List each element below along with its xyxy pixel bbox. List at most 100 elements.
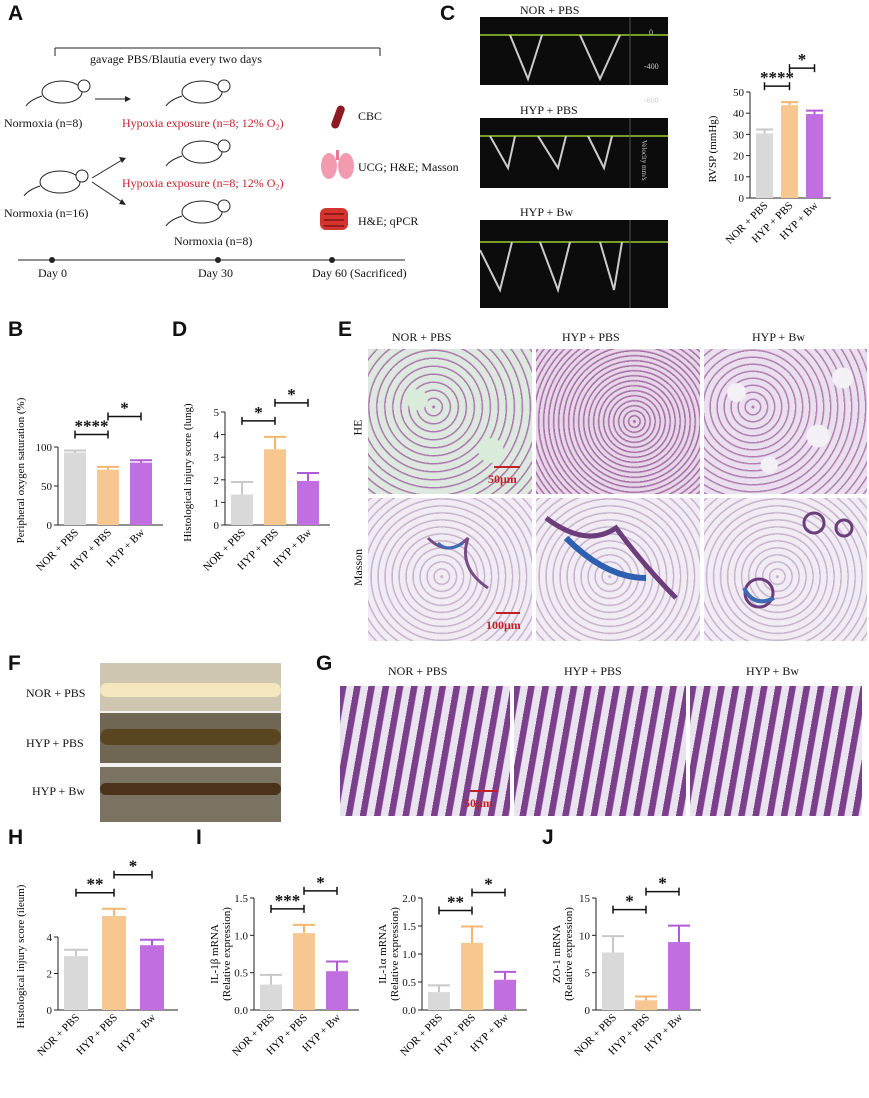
gavage-text: gavage PBS/Blautia every two days (90, 52, 262, 66)
sig-label: *** (275, 891, 301, 910)
he-lung-nor (368, 349, 532, 494)
y-tick-label: 1.0 (402, 949, 416, 961)
y-tick-label: 40 (733, 108, 745, 120)
y-tick-label: 3 (214, 452, 220, 464)
masson-lung-hyp (536, 498, 700, 641)
echo-title-3: HYP + Bw (520, 205, 573, 219)
lungs-icon (321, 150, 354, 179)
f-row-1: NOR + PBS (26, 686, 86, 700)
y-tick-label: 10 (733, 172, 745, 184)
sig-label: * (625, 892, 634, 911)
y-tick-label: 30 (733, 129, 745, 141)
sig-label: * (658, 874, 667, 893)
y-axis-label-2: (Relative expression) (563, 907, 575, 1001)
chart-h-ileum-injury: 0 2 4 Histological injury score (ileum) NOR … (15, 857, 178, 1059)
y-tick-label: 2 (47, 968, 53, 980)
sig-label: * (287, 385, 296, 404)
panel-label-i: I (196, 826, 202, 849)
g-col-title-3: HYP + Bw (746, 664, 799, 678)
echo-image-bw (480, 220, 668, 308)
g-col-title-1: NOR + PBS (388, 664, 448, 678)
panel-label-f: F (8, 652, 21, 675)
y-axis-label: IL-1α mRNA (377, 924, 389, 984)
bar-1 (781, 105, 798, 198)
ucg-text: UCG; H&E; Masson (358, 160, 459, 174)
y-tick-label: 0.0 (234, 1005, 248, 1017)
hypoxia-text-2: Hypoxia exposure (n=8; 12% O₂) (122, 176, 284, 190)
y-tick-label: 5 (214, 407, 220, 419)
bar-2 (806, 114, 823, 198)
x-tick-label: NOR + PBS (35, 1012, 82, 1059)
he-ileum-bw (690, 686, 862, 816)
panel-label-j: J (542, 826, 554, 849)
y-axis-label: Histological injury score (lung) (182, 403, 194, 542)
e-row-he: HE (350, 419, 365, 436)
bar-2 (297, 480, 319, 525)
panel-label-c: C (440, 2, 456, 25)
sig-label: * (316, 873, 325, 892)
bar-0 (64, 452, 86, 525)
ileum-photo (100, 663, 281, 822)
y-tick-label: 0.5 (402, 977, 416, 989)
masson-lung-nor (368, 498, 532, 641)
bar-0 (231, 494, 253, 525)
normoxia-n16-text: Normoxia (n=16) (4, 206, 89, 220)
bar-0 (428, 992, 450, 1010)
echo-tick-0: 0 (649, 28, 653, 37)
bar-0 (602, 952, 624, 1010)
y-axis-label: RVSP (mmHg) (707, 115, 719, 182)
day60-text: Day 60 (Sacrificed) (312, 266, 407, 280)
y-tick-label: 100 (36, 442, 53, 454)
y-tick-label: 5 (585, 968, 591, 980)
bar-0 (260, 984, 282, 1010)
bar-1 (97, 469, 119, 525)
y-tick-label: 50 (733, 87, 745, 99)
echo-title-2: HYP + PBS (520, 103, 578, 117)
y-tick-label: 1 (214, 497, 220, 509)
normoxia-n8-text: Normoxia (n=8) (4, 116, 83, 130)
sig-label: * (484, 875, 493, 894)
g-scale-bar (470, 790, 498, 792)
y-tick-label: 0 (214, 520, 220, 532)
sig-label: * (129, 857, 138, 876)
y-axis-label: ZO-1 mRNA (551, 925, 563, 983)
y-tick-label: 2 (214, 475, 220, 487)
y-tick-label: 50 (41, 481, 53, 493)
y-axis-label-2: (Relative expression) (221, 907, 233, 1001)
bar-2 (326, 971, 348, 1010)
panel-label-e: E (338, 318, 353, 341)
sig-label: * (254, 403, 263, 422)
he-lung-hyp (536, 349, 700, 494)
bar-2 (494, 979, 516, 1010)
y-tick-label: 4 (47, 932, 53, 944)
f-row-3: HYP + Bw (32, 784, 85, 798)
y-tick-label: 0.0 (402, 1005, 416, 1017)
bar-0 (756, 133, 773, 198)
e-col-title-2: HYP + PBS (562, 330, 620, 344)
e-col-title-1: NOR + PBS (392, 330, 452, 344)
y-axis-label-2: (Relative expression) (389, 907, 401, 1001)
y-tick-label: 0 (47, 1005, 53, 1017)
chart-i-il1a: 0.0 0.5 1.0 1.5 2.0 IL-1α mRNA (Relative expre… (377, 875, 527, 1059)
bar-1 (461, 942, 483, 1010)
echo-unit-label: Velocity mm/s (640, 140, 648, 181)
y-axis-label: Histological injury score (ileum) (15, 884, 27, 1028)
bar-2 (668, 942, 690, 1010)
y-tick-label: 2.0 (402, 893, 416, 905)
intestine-icon (320, 208, 348, 230)
hypoxia-text-1: Hypoxia exposure (n=8; 12% O₂) (122, 116, 284, 130)
sig-label: * (798, 50, 807, 69)
e-col-title-3: HYP + Bw (752, 330, 805, 344)
scale-bar-50 (494, 466, 520, 468)
f-row-2: HYP + PBS (26, 736, 84, 750)
cbc-text: CBC (358, 109, 383, 123)
day30-text: Day 30 (198, 266, 233, 280)
sig-label: ** (87, 875, 104, 894)
bar-1 (293, 933, 315, 1010)
panel-label-b: B (8, 318, 24, 341)
y-tick-label: 10 (579, 930, 591, 942)
panel-label-d: D (172, 318, 188, 341)
